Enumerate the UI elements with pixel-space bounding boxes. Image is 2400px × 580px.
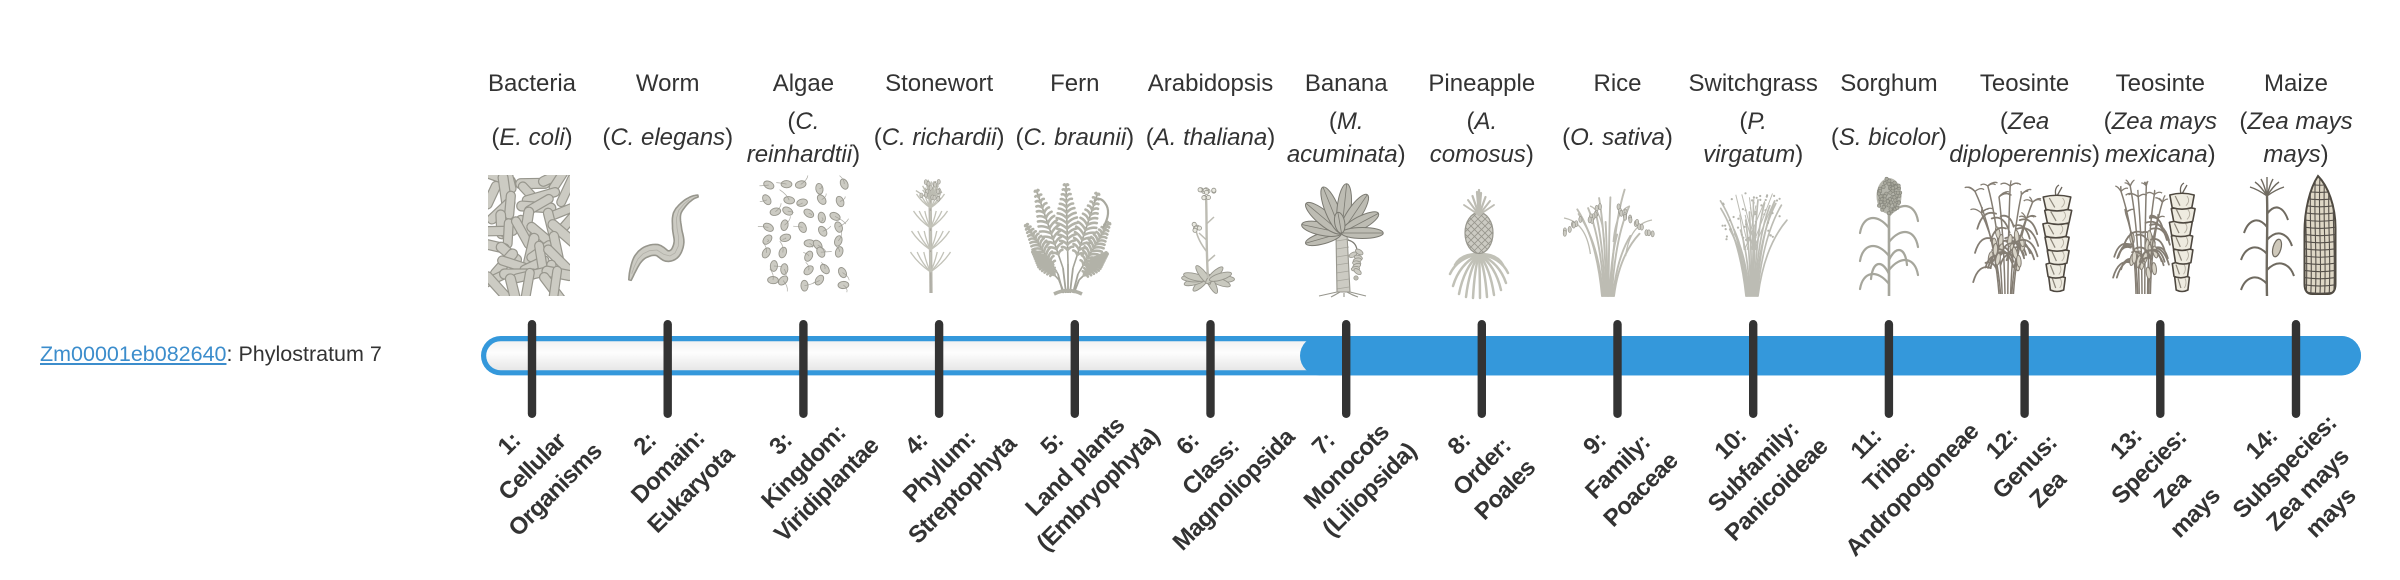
svg-text:(A.: (A. bbox=[1466, 108, 1497, 135]
svg-text:Stonewort: Stonewort bbox=[885, 70, 993, 97]
svg-text:(S. bicolor): (S. bicolor) bbox=[1831, 124, 1947, 151]
svg-text:Bacteria: Bacteria bbox=[488, 70, 577, 97]
svg-text:Sorghum: Sorghum bbox=[1840, 70, 1937, 97]
svg-text:Maize: Maize bbox=[2264, 70, 2328, 97]
svg-text:Fern: Fern bbox=[1050, 70, 1099, 97]
svg-text:Teosinte: Teosinte bbox=[1980, 70, 2069, 97]
svg-text:(C. braunii): (C. braunii) bbox=[1015, 124, 1134, 151]
svg-text:comosus): comosus) bbox=[1430, 141, 1534, 168]
svg-text:(C.: (C. bbox=[787, 108, 819, 135]
svg-text:(A. thaliana): (A. thaliana) bbox=[1146, 124, 1275, 151]
svg-text:(Zea: (Zea bbox=[2000, 108, 2049, 135]
svg-text:(P.: (P. bbox=[1739, 108, 1767, 135]
svg-text:(C. richardii): (C. richardii) bbox=[874, 124, 1005, 151]
svg-text:virgatum): virgatum) bbox=[1703, 141, 1803, 168]
svg-text:mexicana): mexicana) bbox=[2105, 141, 2216, 168]
svg-text:Pineapple: Pineapple bbox=[1428, 70, 1535, 97]
svg-text:Rice: Rice bbox=[1593, 70, 1641, 97]
svg-text:(M.: (M. bbox=[1329, 108, 1364, 135]
svg-text:(Zea mays: (Zea mays bbox=[2104, 108, 2217, 135]
svg-text:Teosinte: Teosinte bbox=[2116, 70, 2205, 97]
svg-text:(E. coli): (E. coli) bbox=[491, 124, 572, 151]
svg-text:mays): mays) bbox=[2263, 141, 2328, 168]
svg-text:Arabidopsis: Arabidopsis bbox=[1148, 70, 1273, 97]
svg-text:Algae: Algae bbox=[773, 70, 834, 97]
svg-text:Banana: Banana bbox=[1305, 70, 1388, 97]
svg-text:(C. elegans): (C. elegans) bbox=[602, 124, 733, 151]
svg-text:acuminata): acuminata) bbox=[1287, 141, 1406, 168]
svg-text:(Zea mays: (Zea mays bbox=[2239, 108, 2352, 135]
svg-text:diploperennis): diploperennis) bbox=[1949, 141, 2100, 168]
svg-text:(O. sativa): (O. sativa) bbox=[1562, 124, 1673, 151]
svg-text:reinhardtii): reinhardtii) bbox=[747, 141, 860, 168]
svg-text:Worm: Worm bbox=[636, 70, 700, 97]
svg-text:Switchgrass: Switchgrass bbox=[1689, 70, 1818, 97]
